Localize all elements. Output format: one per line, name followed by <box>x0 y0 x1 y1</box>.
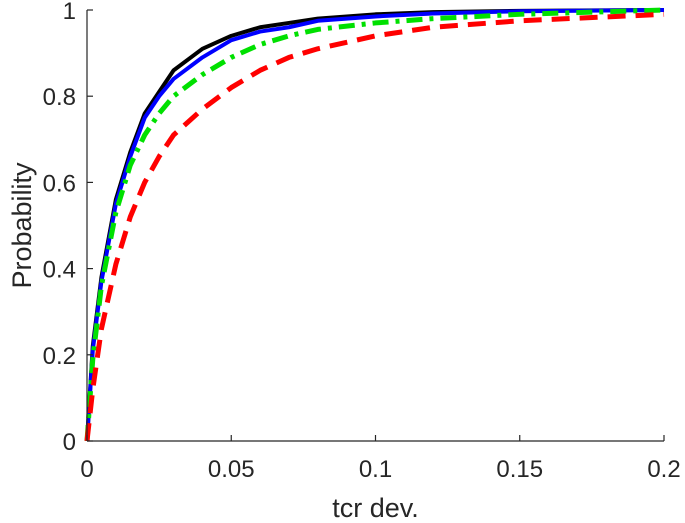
series-line-4 <box>84 11 665 442</box>
y-tick-label: 0.8 <box>43 84 76 111</box>
y-tick-label: 1 <box>63 0 76 25</box>
plot-area <box>87 10 664 441</box>
series-line-3 <box>84 7 665 442</box>
plot-background <box>87 10 664 441</box>
x-axis-label: tcr dev. <box>332 493 419 523</box>
y-tick-label: 0 <box>63 429 76 456</box>
x-tick-label: 0.1 <box>359 456 392 483</box>
x-tick-label: 0 <box>80 456 93 483</box>
series-layer <box>84 7 665 442</box>
x-tick-label: 0.2 <box>647 456 680 483</box>
y-tick-label: 0.4 <box>43 257 76 284</box>
axes-layer: 0 0.05 0.1 0.15 0.2 0 0.2 0.4 0.6 0.8 1 <box>43 0 681 483</box>
y-axis-label: Probability <box>7 162 37 289</box>
y-tick-label: 0.2 <box>43 343 76 370</box>
x-tick-label: 0.05 <box>208 456 255 483</box>
x-tick-label: 0.15 <box>496 456 543 483</box>
y-tick-label: 0.6 <box>43 170 76 197</box>
